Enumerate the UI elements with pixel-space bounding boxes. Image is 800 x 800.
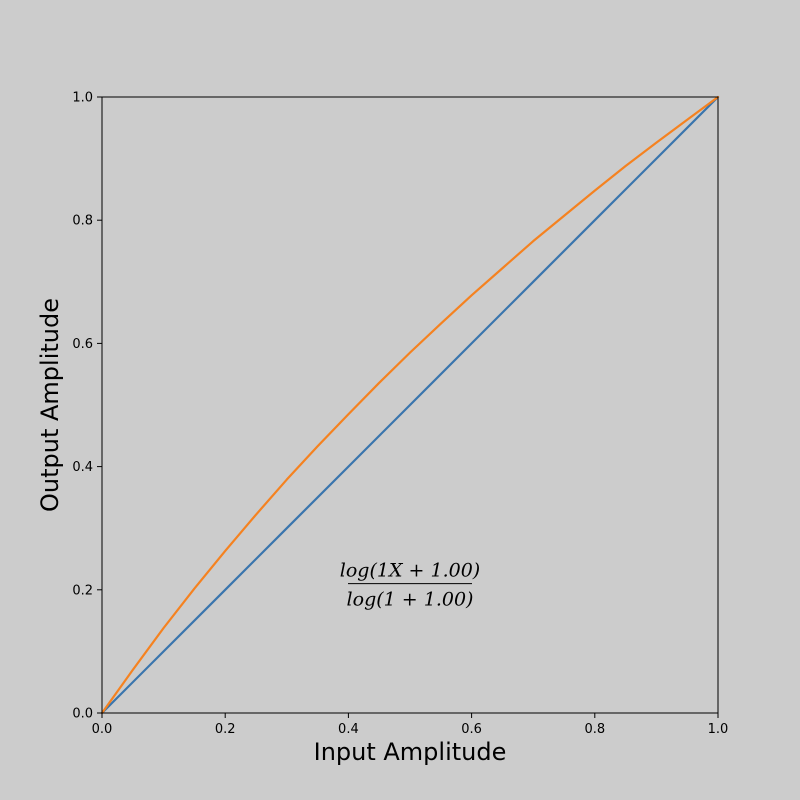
y-tick-label: 0.2 <box>72 583 93 598</box>
x-tick-label: 0.6 <box>461 722 482 737</box>
x-tick-label: 0.8 <box>584 722 605 737</box>
y-tick-label: 0.8 <box>72 214 93 229</box>
y-tick-label: 0.4 <box>72 460 93 475</box>
series-layer <box>100 95 720 715</box>
y-tick-label: 0.0 <box>72 707 93 722</box>
y-axis: 0.0 0.2 0.4 0.6 0.8 1.0 <box>72 91 102 722</box>
x-tick-label: 0.0 <box>92 722 113 737</box>
x-axis-title: Input Amplitude <box>314 738 507 766</box>
y-tick-label: 0.6 <box>72 337 93 352</box>
y-tick-label: 1.0 <box>72 91 93 106</box>
x-tick-label: 1.0 <box>708 722 729 737</box>
x-tick-label: 0.4 <box>338 722 359 737</box>
series-line-2 <box>100 95 720 715</box>
x-tick-label: 0.2 <box>215 722 236 737</box>
formula-numerator: log(1X + 1.00) <box>340 560 480 582</box>
formula-annotation: log(1X + 1.00) log(1 + 1.00) <box>340 560 480 611</box>
formula-denominator: log(1 + 1.00) <box>347 589 474 611</box>
x-axis: 0.0 0.2 0.4 0.6 0.8 1.0 <box>92 713 729 737</box>
series-line-1 <box>100 95 720 715</box>
plot-frame <box>101 96 719 714</box>
y-axis-title: Output Amplitude <box>36 298 64 512</box>
